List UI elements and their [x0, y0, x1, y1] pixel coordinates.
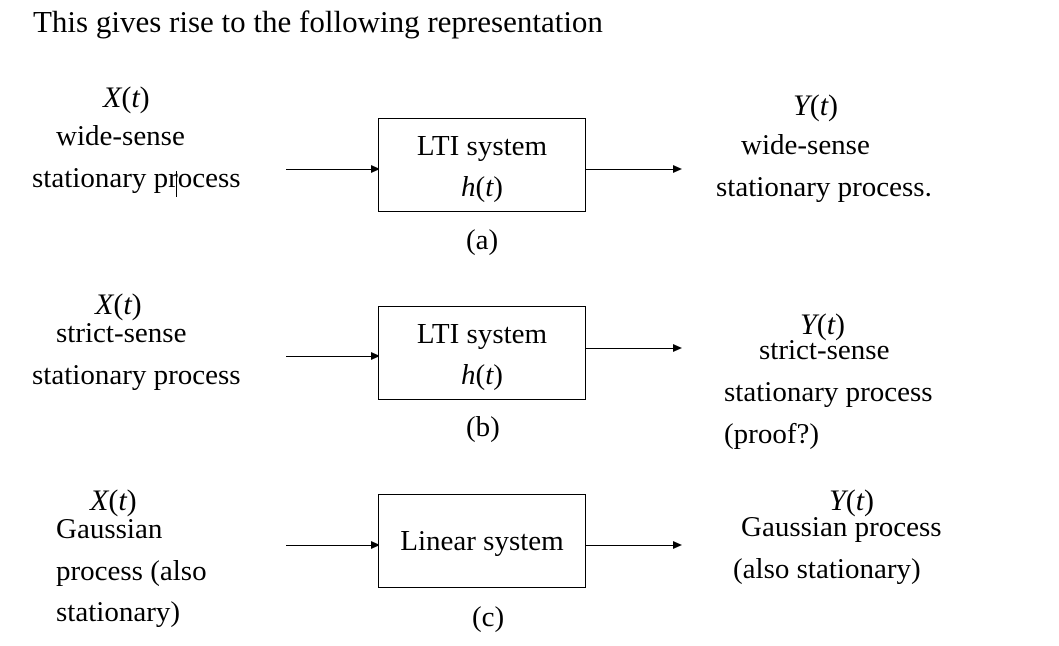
system-box: LTI system h(t) — [378, 118, 586, 212]
diagram-caption: (c) — [472, 601, 505, 633]
input-label-line: stationary process — [32, 162, 241, 194]
output-label-line: (proof?) — [724, 418, 820, 450]
system-label: LTI system — [416, 130, 548, 162]
page-title: This gives rise to the following represe… — [33, 4, 603, 39]
input-arrow — [286, 352, 380, 360]
output-symbol: Y(t) — [800, 308, 846, 341]
system-label: Linear system — [400, 525, 564, 557]
output-arrow — [586, 344, 682, 352]
output-symbol: Y(t) — [829, 484, 875, 517]
impulse-response-symbol: h(t) — [461, 359, 503, 391]
system-label: LTI system — [416, 318, 548, 350]
input-symbol: X(t) — [95, 288, 142, 321]
input-label-line: stationary process — [32, 359, 241, 391]
output-label-line: (also stationary) — [733, 553, 921, 585]
input-label-line: strict-sense — [56, 317, 187, 349]
system-box: Linear system — [378, 494, 586, 588]
input-label-line: wide-sense — [56, 120, 185, 152]
diagram-caption: (b) — [466, 411, 500, 443]
input-symbol: X(t) — [103, 81, 150, 114]
output-label-line: wide-sense — [741, 129, 870, 161]
input-label-line: Gaussian — [56, 513, 163, 545]
output-label-line: stationary process — [724, 376, 933, 408]
output-symbol: Y(t) — [793, 89, 839, 122]
system-box: LTI system h(t) — [378, 306, 586, 400]
input-label-line: stationary) — [56, 596, 181, 628]
output-label-line: Gaussian process — [741, 511, 942, 543]
output-label-line: strict-sense — [759, 334, 890, 366]
diagram-caption: (a) — [466, 224, 499, 256]
input-symbol: X(t) — [90, 484, 137, 517]
impulse-response-symbol: h(t) — [461, 171, 503, 203]
input-arrow — [286, 165, 380, 173]
output-arrow — [586, 165, 682, 173]
input-arrow — [286, 541, 380, 549]
input-label-line: process (also — [56, 555, 207, 587]
output-label-line: stationary process. — [716, 171, 932, 203]
text-cursor — [176, 171, 177, 197]
output-arrow — [586, 541, 682, 549]
